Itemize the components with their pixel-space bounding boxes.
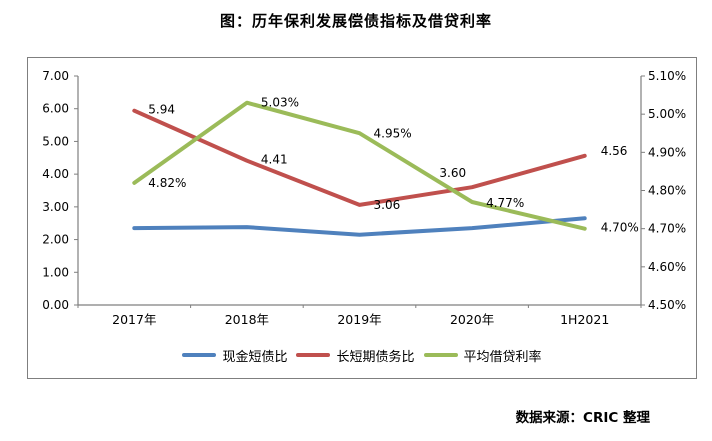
x-axis-category-label: 2019年 — [337, 312, 381, 327]
dual-axis-line-chart: 7.00 6.00 5.00 4.00 3.00 2.00 1.00 0.00 5.10% 5.0… — [42, 69, 686, 327]
legend-label: 现金短债比 — [222, 349, 288, 365]
y-axis-right-tick-label: 4.50% — [648, 298, 686, 312]
y-axis-left-tick-label: 1.00 — [42, 265, 69, 279]
legend-line-swatch — [423, 353, 458, 357]
chart-title: 图：历年保利发展偿债指标及借贷利率 — [219, 12, 492, 30]
y-axis-left-tick-label: 3.00 — [42, 200, 69, 214]
legend-line-swatch — [296, 353, 331, 357]
y-axis-left-tick-label: 0.00 — [42, 298, 69, 312]
series-data-label: 4.95% — [374, 126, 412, 140]
series-data-label: 4.41 — [261, 153, 288, 167]
x-axis-category-label: 2020年 — [450, 312, 494, 327]
series-data-label: 4.70% — [601, 221, 639, 235]
y-axis-left-tick-label: 7.00 — [42, 69, 69, 83]
legend-label: 平均借贷利率 — [463, 349, 542, 365]
legend-item: 平均借贷利率 — [423, 346, 542, 365]
y-axis-left-tick-label: 4.00 — [42, 167, 69, 181]
y-axis-right-tick-label: 5.00% — [648, 107, 686, 121]
series-line-0 — [132, 216, 587, 237]
chart-legend: 现金短债比 长短期债务比 平均借贷利率 — [28, 345, 696, 365]
y-axis-right-tick-label: 4.90% — [648, 145, 686, 159]
series-line-2 — [132, 100, 587, 231]
series-data-label: 5.94 — [148, 103, 175, 117]
x-axis-category-label: 1H2021 — [560, 312, 609, 327]
series-data-label: 3.06 — [374, 198, 401, 212]
y-axis-left-tick-label: 2.00 — [42, 233, 69, 247]
x-axis-category-label: 2018年 — [225, 312, 269, 327]
x-axis-category-label: 2017年 — [112, 312, 156, 327]
legend-item: 长短期债务比 — [296, 346, 415, 365]
y-axis-right-tick-label: 5.10% — [648, 69, 686, 83]
y-axis-right-tick-label: 4.60% — [648, 260, 686, 274]
y-axis-right-tick-label: 4.80% — [648, 184, 686, 198]
legend-label: 长短期债务比 — [336, 349, 415, 365]
legend-line-swatch — [182, 353, 217, 357]
data-source-note: 数据来源：CRIC 整理 — [515, 410, 650, 426]
series-data-label: 4.82% — [148, 176, 186, 190]
series-data-label: 4.77% — [486, 196, 524, 210]
y-axis-left-tick-label: 5.00 — [42, 134, 69, 148]
y-axis-left-tick-label: 6.00 — [42, 102, 69, 116]
series-data-label: 3.60 — [439, 166, 466, 180]
series-data-label: 5.03% — [261, 96, 299, 110]
series-data-label: 4.56 — [601, 144, 628, 158]
series-line-1 — [132, 108, 587, 207]
legend-item: 现金短债比 — [182, 346, 287, 365]
y-axis-right-tick-label: 4.70% — [648, 222, 686, 236]
chart-frame: 7.00 6.00 5.00 4.00 3.00 2.00 1.00 0.00 5.10% 5.0… — [27, 57, 697, 379]
